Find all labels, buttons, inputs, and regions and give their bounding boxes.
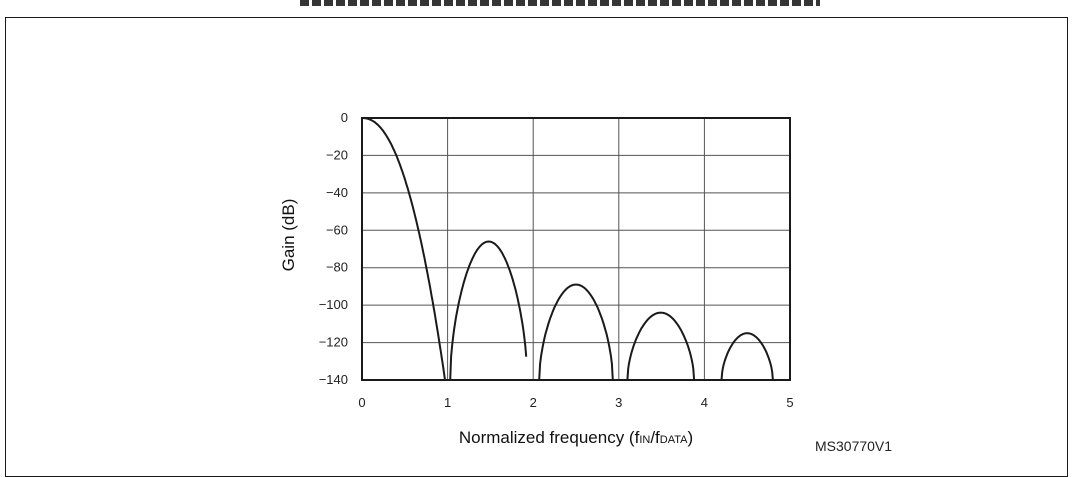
- caption-fragment: [0, 0, 1073, 14]
- plot-border: [361, 117, 791, 381]
- y-tick-label: −80: [326, 260, 348, 275]
- gain-lobe: [362, 117, 446, 381]
- y-tick-labels: 0 −20 −40 −60 −80 −100 −120 −140: [319, 110, 348, 387]
- sinc-response-chart: 0 −20 −40 −60 −80 −100 −120 −140 0 1 2 3 4 5 Gain (d…: [279, 110, 794, 447]
- x-tick-label: 5: [786, 395, 793, 410]
- y-tick-label: −100: [319, 297, 348, 312]
- x-tick-label: 0: [358, 395, 365, 410]
- grid: [361, 117, 791, 381]
- gain-lobe: [449, 240, 528, 381]
- x-tick-labels: 0 1 2 3 4 5: [358, 395, 793, 410]
- gain-lobe: [626, 311, 696, 381]
- y-tick-label: −60: [326, 222, 348, 237]
- curves: [362, 117, 774, 381]
- y-tick-label: −120: [319, 335, 348, 350]
- y-axis-label: Gain (dB): [279, 199, 298, 272]
- x-tick-label: 2: [530, 395, 537, 410]
- y-tick-label: −140: [319, 372, 348, 387]
- x-tick-label: 1: [444, 395, 451, 410]
- y-tick-label: 0: [341, 110, 348, 125]
- figure-id: MS30770V1: [815, 438, 893, 454]
- y-tick-label: −40: [326, 185, 348, 200]
- y-tick-label: −20: [326, 147, 348, 162]
- x-axis-label: Normalized frequency (fIN/fDATA): [459, 428, 693, 447]
- x-tick-label: 3: [615, 395, 622, 410]
- x-tick-label: 4: [701, 395, 708, 410]
- gain-lobe: [538, 283, 614, 381]
- gain-lobe: [720, 332, 774, 381]
